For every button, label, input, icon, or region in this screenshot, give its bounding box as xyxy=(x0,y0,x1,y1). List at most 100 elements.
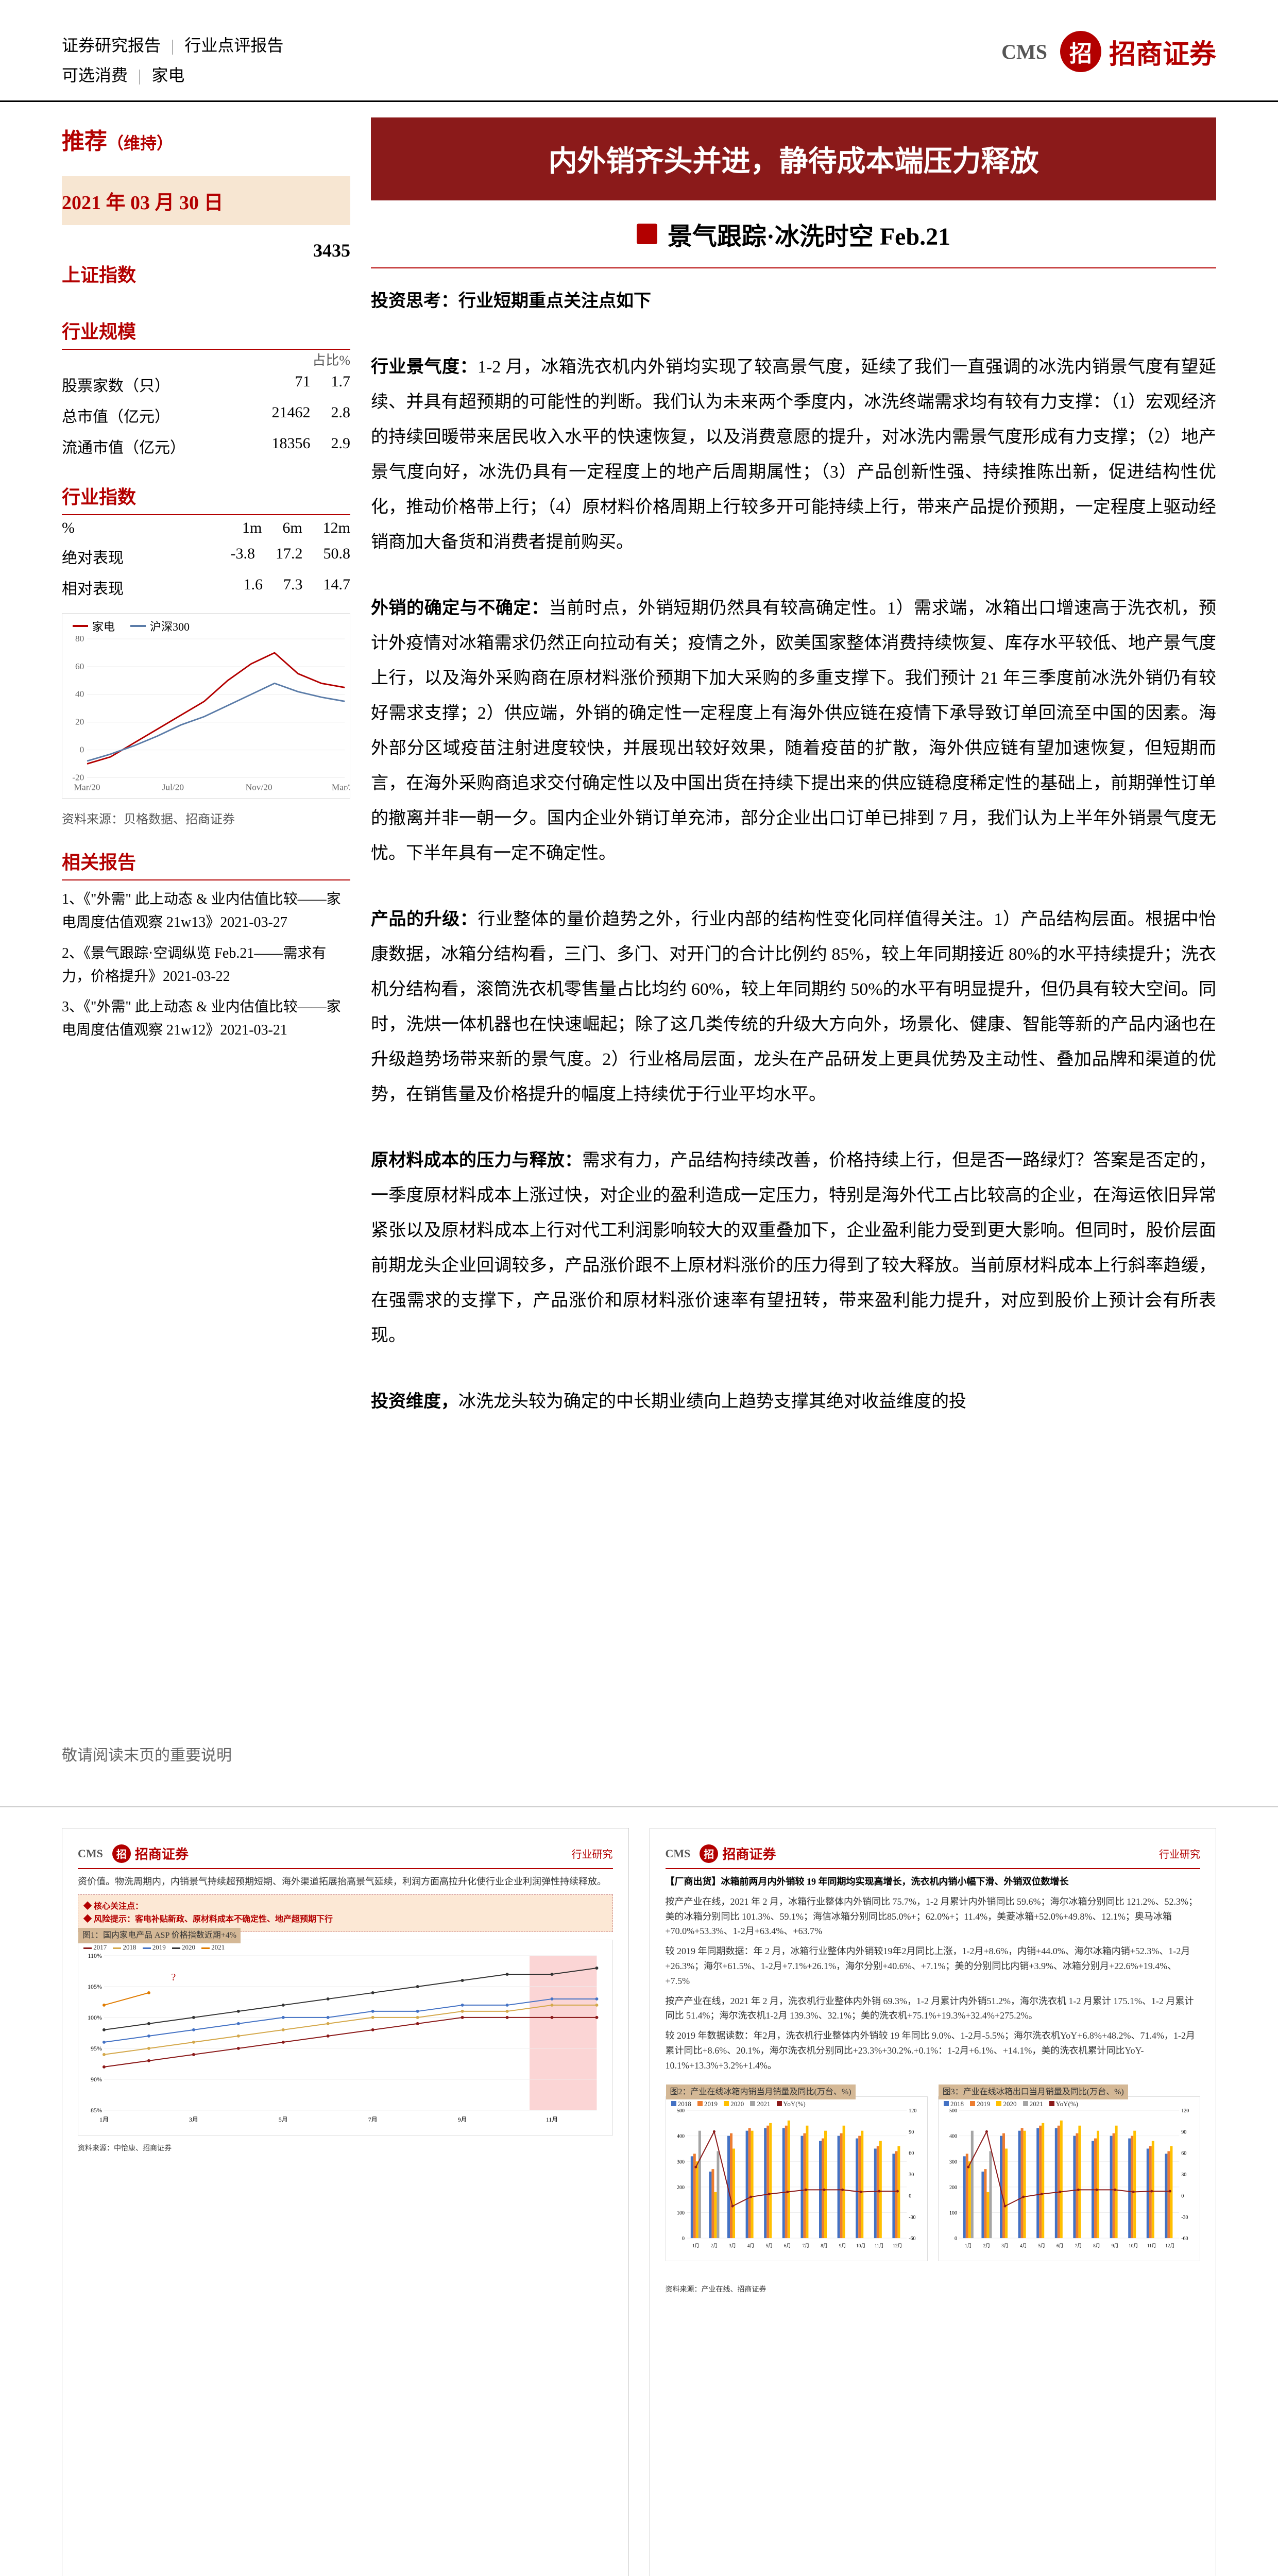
svg-text:6月: 6月 xyxy=(1057,2243,1064,2248)
svg-text:-30: -30 xyxy=(1181,2214,1188,2220)
footer-note: 敬请阅读末页的重要说明 xyxy=(62,1742,232,1765)
body-paragraphs: 行业景气度：1-2 月，冰箱洗衣机内外销均实现了较高景气度，延续了我们一直强调的… xyxy=(371,334,1216,1435)
index-heading: 行业指数 xyxy=(62,477,350,515)
svg-text:7月: 7月 xyxy=(1075,2243,1082,2248)
logo-text-en: CMS xyxy=(1001,40,1047,64)
svg-text:20: 20 xyxy=(75,717,84,727)
svg-text:120: 120 xyxy=(909,2108,916,2114)
svg-text:110%: 110% xyxy=(88,1952,102,1959)
svg-text:10月: 10月 xyxy=(856,2243,865,2248)
p2-body: 资价值。物洗周期内，内销景气持续超预期短期、海外渠道拓展抬高景气延续，利润方面高… xyxy=(78,1874,613,2155)
svg-text:4月: 4月 xyxy=(747,2243,754,2248)
page-2-thumb: CMS 招 招商证券 行业研究 资价值。物洗周期内，内销景气持续超预期短期、海外… xyxy=(62,1828,629,2576)
svg-text:30: 30 xyxy=(909,2172,914,2178)
svg-text:3月: 3月 xyxy=(1001,2243,1009,2248)
p3-body: 【厂商出货】冰箱前两月内外销较 19 年同期均实现高增长，洗衣机内销小幅下滑、外… xyxy=(666,1874,1201,2296)
svg-text:300: 300 xyxy=(677,2159,685,2165)
header-left: 证券研究报告 | 行业点评报告 可选消费 | 家电 xyxy=(62,31,283,90)
thumb-row-1: CMS 招 招商证券 行业研究 资价值。物洗周期内，内销景气持续超预期短期、海外… xyxy=(0,1807,1278,2576)
svg-text:11月: 11月 xyxy=(874,2243,883,2248)
svg-text:11月: 11月 xyxy=(546,2116,558,2123)
title-banner: 内外销齐头并进，静待成本端压力释放 xyxy=(371,117,1216,200)
header: 证券研究报告 | 行业点评报告 可选消费 | 家电 CMS 招 招商证券 xyxy=(0,0,1278,102)
svg-text:90: 90 xyxy=(1181,2129,1186,2135)
svg-text:2月: 2月 xyxy=(983,2243,990,2248)
index-chart: 家电 沪深300 -20020406080Mar/20Jul/20Nov/20M… xyxy=(62,613,350,799)
svg-text:30: 30 xyxy=(1181,2172,1186,2178)
svg-text:40: 40 xyxy=(75,689,84,699)
svg-text:105%: 105% xyxy=(88,1983,102,1990)
svg-text:1月: 1月 xyxy=(965,2243,972,2248)
svg-text:2月: 2月 xyxy=(710,2243,718,2248)
svg-text:120: 120 xyxy=(1181,2108,1189,2114)
svg-text:11月: 11月 xyxy=(1147,2243,1156,2248)
logo: CMS 招 招商证券 xyxy=(1001,31,1216,72)
report-type: 行业点评报告 xyxy=(184,31,283,61)
index-row: 上证指数 3435 xyxy=(62,235,350,296)
svg-text:8月: 8月 xyxy=(1093,2243,1100,2248)
subtitle-icon xyxy=(637,224,657,244)
svg-text:-30: -30 xyxy=(909,2214,915,2220)
logo-badge-icon: 招 xyxy=(1060,31,1101,72)
report-date: 2021 年 03 月 30 日 xyxy=(62,176,350,225)
chart-source: 资料来源：贝格数据、招商证券 xyxy=(62,809,350,827)
svg-text:500: 500 xyxy=(949,2108,957,2114)
svg-text:9月: 9月 xyxy=(458,2116,467,2123)
svg-text:7月: 7月 xyxy=(802,2243,809,2248)
svg-text:-20: -20 xyxy=(72,772,84,782)
svg-text:Jul/20: Jul/20 xyxy=(162,783,184,792)
svg-text:9月: 9月 xyxy=(1112,2243,1119,2248)
svg-text:7月: 7月 xyxy=(368,2116,378,2123)
logo-text-cn: 招商证券 xyxy=(1109,32,1216,71)
svg-text:300: 300 xyxy=(949,2159,957,2165)
perf-table: 绝对表现-3.817.250.8相对表现1.67.314.7 xyxy=(62,541,350,603)
content: 内外销齐头并进，静待成本端压力释放 景气跟踪·冰洗时空 Feb.21 投资思考：… xyxy=(371,102,1216,1435)
svg-text:?: ? xyxy=(171,1972,176,1983)
svg-text:10月: 10月 xyxy=(1129,2243,1138,2248)
svg-text:60: 60 xyxy=(1181,2150,1186,2156)
svg-text:9月: 9月 xyxy=(839,2243,846,2248)
svg-text:Mar/21: Mar/21 xyxy=(332,783,350,792)
svg-text:5月: 5月 xyxy=(279,2116,288,2123)
svg-text:12月: 12月 xyxy=(893,2243,902,2248)
related-heading: 相关报告 xyxy=(62,842,350,880)
svg-text:1月: 1月 xyxy=(692,2243,700,2248)
sidebar: 推荐（维持） 2021 年 03 月 30 日 上证指数 3435 行业规模 占… xyxy=(62,102,371,1435)
svg-text:8月: 8月 xyxy=(821,2243,828,2248)
svg-text:200: 200 xyxy=(677,2184,685,2190)
svg-text:-60: -60 xyxy=(1181,2236,1188,2242)
lead: 投资思考：行业短期重点关注点如下 xyxy=(371,268,1216,334)
svg-text:-60: -60 xyxy=(909,2236,915,2242)
svg-text:3月: 3月 xyxy=(729,2243,736,2248)
svg-text:400: 400 xyxy=(949,2133,957,2139)
svg-text:3月: 3月 xyxy=(189,2116,198,2123)
scale-table: 股票家数（只）711.7总市值（亿元）214622.8流通市值（亿元）18356… xyxy=(62,369,350,462)
svg-text:4月: 4月 xyxy=(1020,2243,1027,2248)
main-row: 推荐（维持） 2021 年 03 月 30 日 上证指数 3435 行业规模 占… xyxy=(0,102,1278,1435)
svg-text:200: 200 xyxy=(949,2184,957,2190)
doc-type: 证券研究报告 xyxy=(62,31,161,61)
svg-text:1月: 1月 xyxy=(99,2116,109,2123)
svg-text:95%: 95% xyxy=(91,2045,102,2052)
svg-text:0: 0 xyxy=(1181,2193,1184,2199)
svg-text:500: 500 xyxy=(677,2108,685,2114)
svg-text:90%: 90% xyxy=(91,2076,102,2083)
svg-text:0: 0 xyxy=(955,2236,957,2242)
fridge-domestic-chart: 图2：产业在线冰箱内销当月销量及同比(万台、%) 2018 2019 2020 … xyxy=(666,2096,928,2261)
svg-text:100: 100 xyxy=(677,2210,685,2216)
sector-2: 家电 xyxy=(151,61,184,91)
svg-text:0: 0 xyxy=(80,745,84,755)
highlight-box: ◆ 核心关注点： ◆ 风险提示：客电补贴新政、原材料成本不确定性、地产超预期下行 xyxy=(78,1894,613,1932)
svg-text:100: 100 xyxy=(949,2210,957,2216)
svg-text:85%: 85% xyxy=(91,2107,102,2114)
svg-text:90: 90 xyxy=(909,2129,914,2135)
svg-text:60: 60 xyxy=(75,662,84,671)
sector-1: 可选消费 xyxy=(62,61,128,91)
line-chart-svg: -20020406080Mar/20Jul/20Nov/20Mar/21 xyxy=(62,614,350,798)
svg-text:100%: 100% xyxy=(88,2014,102,2021)
scale-heading: 行业规模 xyxy=(62,312,350,350)
svg-text:Mar/20: Mar/20 xyxy=(74,783,100,792)
svg-text:Nov/20: Nov/20 xyxy=(246,783,272,792)
svg-text:0: 0 xyxy=(682,2236,685,2242)
svg-text:5月: 5月 xyxy=(765,2243,773,2248)
